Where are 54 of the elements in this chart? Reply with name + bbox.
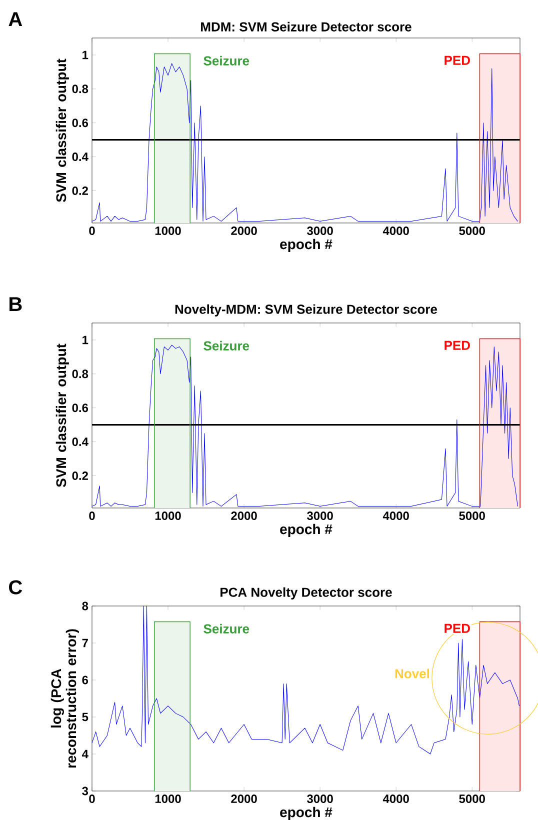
x-tick-label: 5000 (459, 794, 485, 804)
x-tick-label: 4000 (382, 512, 409, 520)
x-tick-label: 2000 (231, 226, 257, 236)
x-tick-label: 1000 (155, 226, 181, 236)
chart-title: MDM: SVM Seizure Detector score (201, 22, 412, 32)
line-series (92, 606, 520, 754)
x-tick-label: 2000 (231, 794, 257, 804)
x-tick-label: 3000 (307, 226, 333, 236)
chart-title: PCA Novelty Detector score (220, 587, 392, 600)
y-axis-title: SVM classifier output (56, 344, 69, 488)
x-axis-title: epoch # (280, 806, 332, 820)
band-label: PED (444, 624, 470, 633)
y-tick-label: 8 (82, 602, 88, 610)
text: C (9, 580, 22, 594)
y-tick-label: 6 (82, 676, 88, 684)
band-label: Seizure (204, 624, 250, 634)
y-tick-label: 1 (82, 50, 88, 60)
text: B (10, 297, 22, 311)
chart-title: Novelty-MDM: SVM Seizure Detector score (175, 304, 438, 316)
band-label: Seizure (204, 56, 250, 66)
y-tick-label: 1 (82, 336, 88, 344)
y-tick-label: 0.4 (72, 152, 88, 162)
annotation: Novel (395, 668, 429, 678)
x-tick-label: 0 (89, 794, 95, 804)
x-tick-label: 0 (89, 512, 95, 520)
x-tick-label: 1000 (155, 512, 181, 520)
y-tick-label: 0.8 (72, 370, 88, 378)
x-tick-label: 3000 (307, 794, 333, 804)
x-tick-label: 2000 (231, 512, 257, 520)
x-tick-label: 4000 (382, 226, 409, 236)
y-tick-label: 0.6 (72, 404, 88, 412)
y-tick-label: 7 (82, 638, 88, 648)
y-tick-label: 0.2 (72, 186, 88, 195)
y-tick-label: 4 (82, 750, 88, 758)
text: A (8, 12, 22, 26)
y-axis-title: log (PCA reconstruction error) (50, 629, 79, 768)
y-tick-label: 0.2 (72, 472, 88, 480)
x-tick-label: 4000 (382, 794, 409, 804)
y-tick-label: 0.8 (72, 84, 88, 94)
x-tick-label: 1000 (155, 794, 181, 804)
x-axis-title: epoch # (280, 524, 332, 537)
band-label: PED (444, 56, 470, 65)
x-tick-label: 5000 (459, 226, 485, 236)
x-tick-label: 0 (89, 226, 95, 236)
band-label: PED (444, 340, 470, 350)
y-axis-title: SVM classifier output (56, 58, 69, 202)
y-tick-label: 5 (82, 712, 88, 722)
x-tick-label: 5000 (459, 512, 485, 520)
y-tick-label: 3 (82, 786, 88, 796)
y-tick-label: 0.4 (72, 438, 88, 446)
y-tick-label: 0.6 (72, 118, 88, 128)
x-tick-label: 3000 (307, 512, 333, 520)
x-axis-title: epoch # (280, 238, 332, 252)
band-label: Seizure (204, 340, 250, 350)
